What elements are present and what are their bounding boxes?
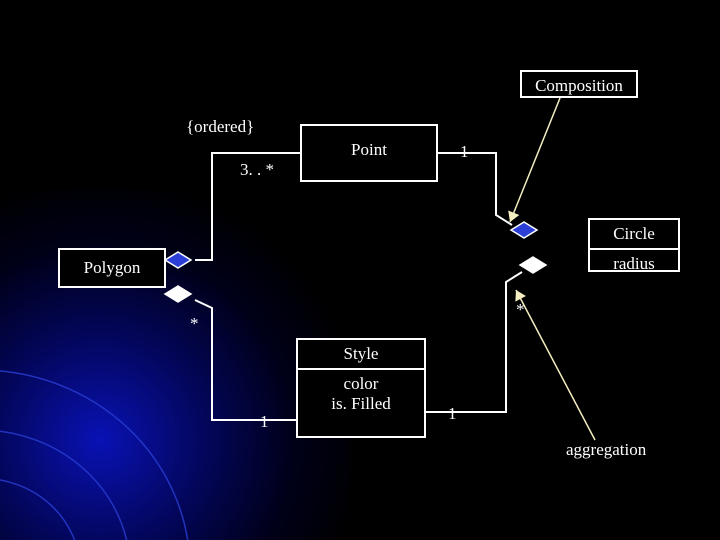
composition-annotation: Composition [520, 70, 638, 98]
class-point: Point [300, 124, 438, 182]
class-style: Style color is. Filled [296, 338, 426, 438]
class-style-attr-0: color [304, 374, 418, 394]
multiplicity-polygon-style-src: * [190, 314, 199, 334]
multiplicity-circle-style-tgt: 1 [448, 404, 457, 424]
multiplicity-point-circle: 1 [460, 142, 469, 162]
diagram-canvas: Polygon Point Circle radius Style color … [0, 0, 720, 540]
aggregation-annotation: aggregation [566, 440, 646, 460]
class-style-attrs: color is. Filled [298, 370, 424, 418]
multiplicity-circle-style-src: * [516, 300, 525, 320]
class-polygon: Polygon [58, 248, 166, 288]
class-point-name: Point [302, 126, 436, 174]
class-circle: Circle radius [588, 218, 680, 272]
class-style-attr-1: is. Filled [304, 394, 418, 414]
class-circle-name: Circle [590, 220, 678, 250]
class-style-name: Style [298, 340, 424, 370]
composition-annotation-text: Composition [522, 72, 636, 100]
class-circle-attr-0: radius [590, 250, 678, 278]
ordered-constraint: {ordered} [186, 117, 254, 137]
class-polygon-name: Polygon [60, 250, 164, 286]
multiplicity-polygon-point: 3. . * [240, 160, 274, 180]
multiplicity-polygon-style-tgt: 1 [260, 412, 269, 432]
